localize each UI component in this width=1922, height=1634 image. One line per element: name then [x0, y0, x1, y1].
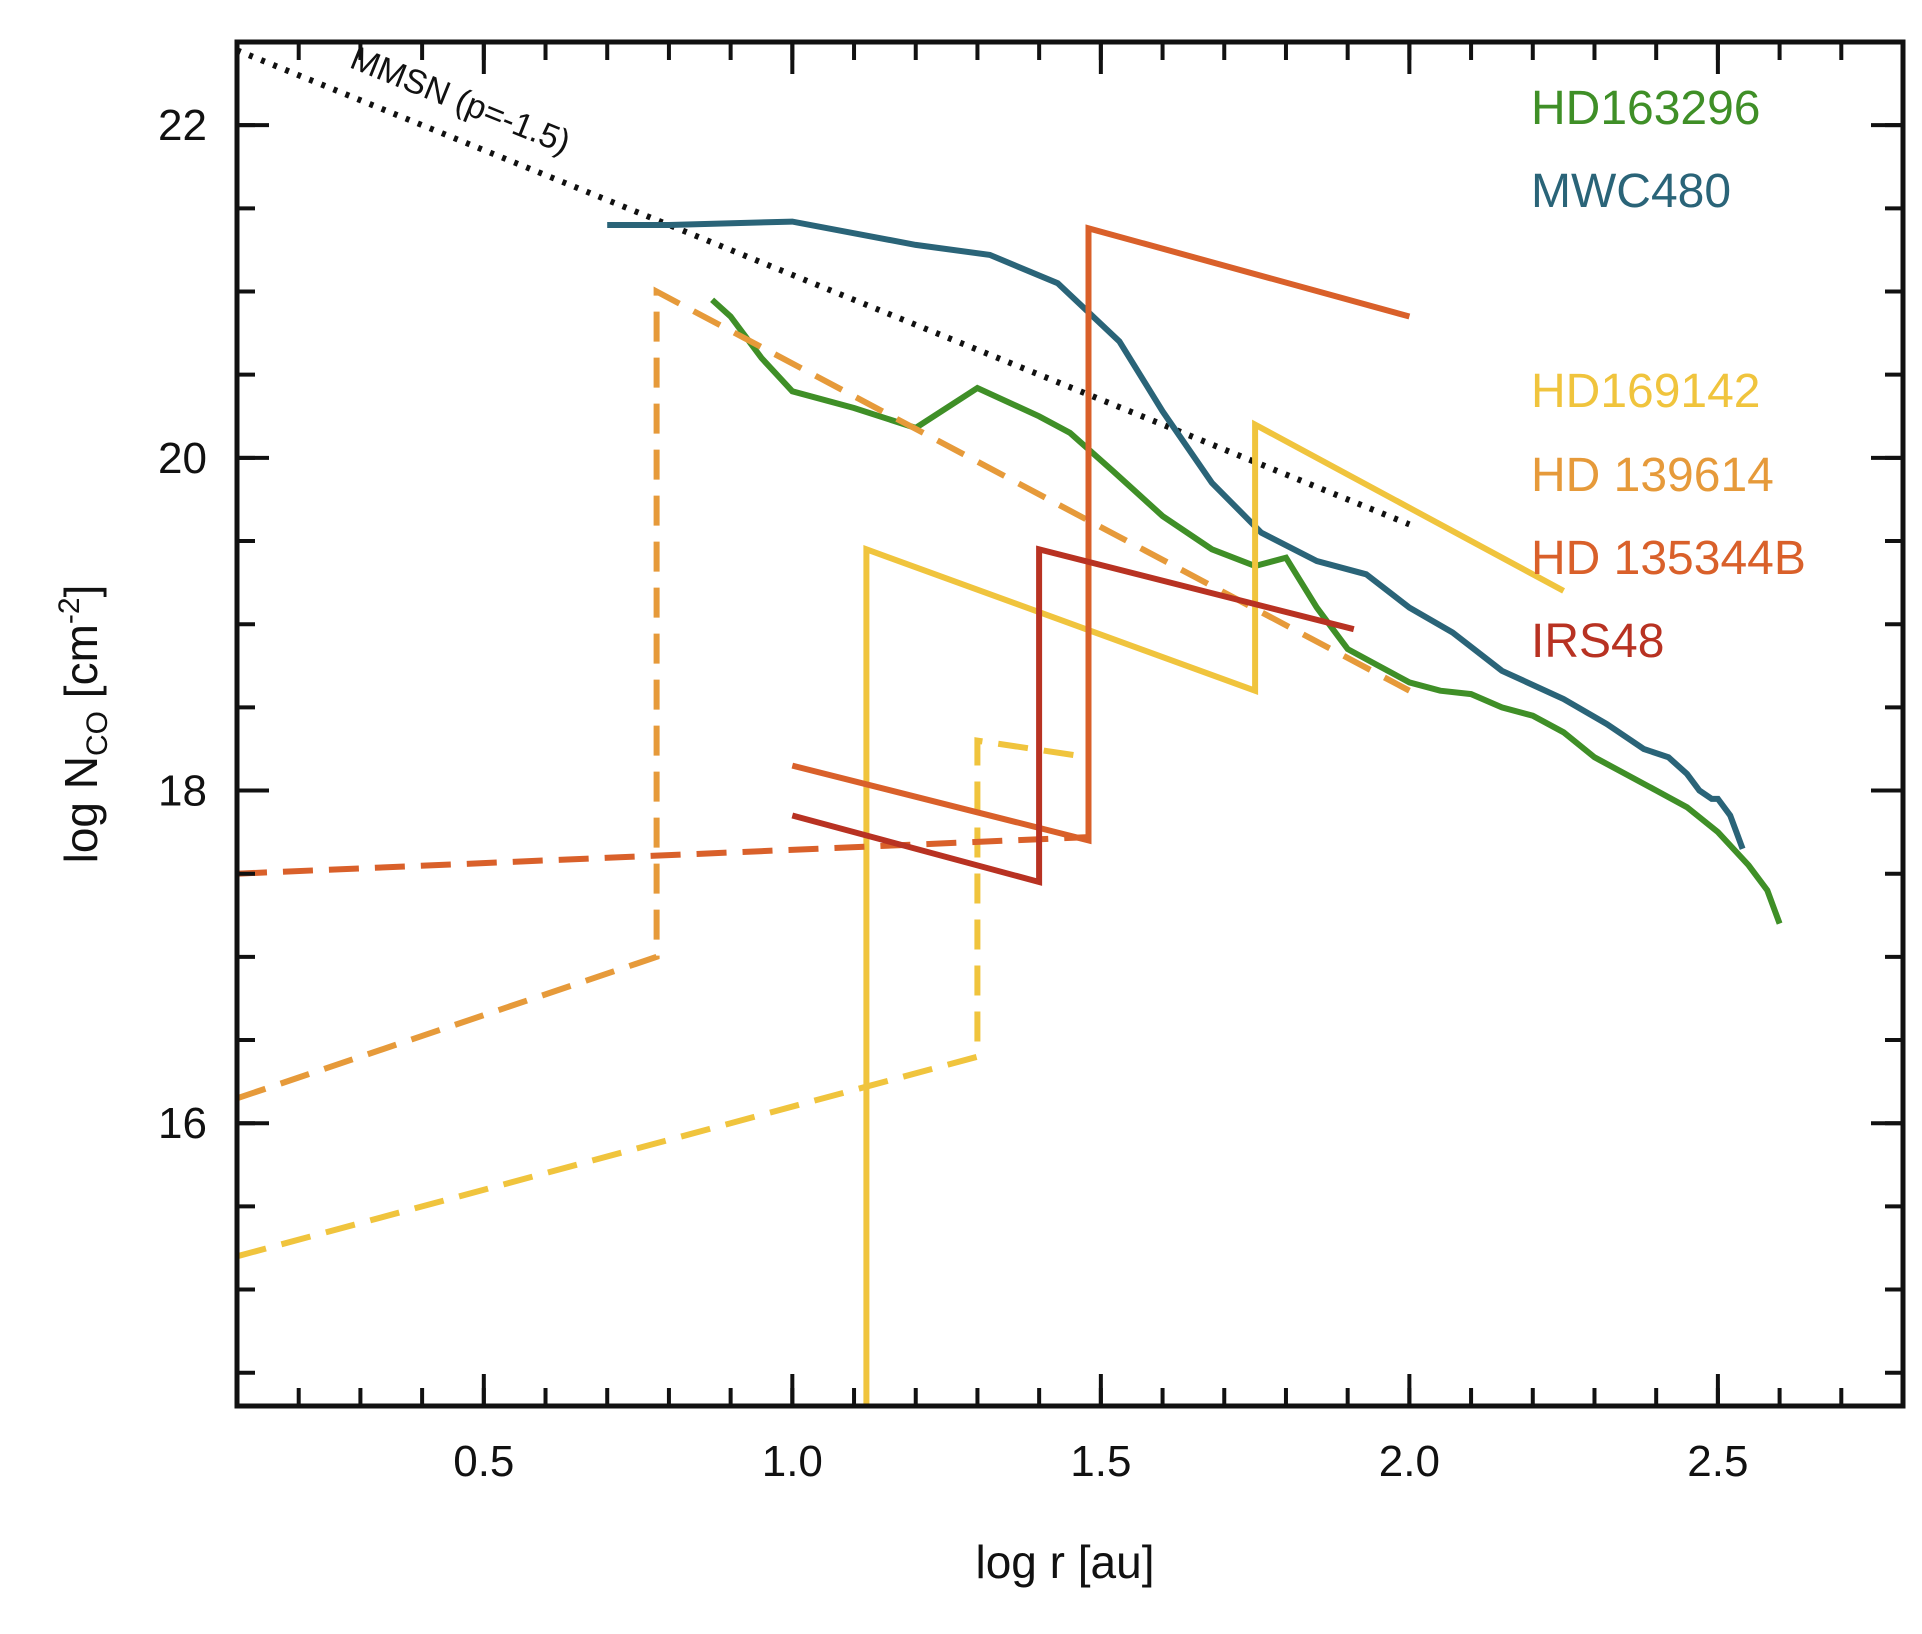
series-line-hd169142-model-b [236, 737, 1089, 1260]
y-axis-label-main: log N [55, 756, 107, 863]
series-line-hd-139614 [236, 286, 1411, 1102]
y-axis-label-unit-close: ] [55, 585, 107, 598]
y-axis-label-unit-exp: -2 [53, 597, 86, 624]
x-tick-label: 0.5 [453, 1437, 514, 1486]
x-tick-label: 1.5 [1070, 1437, 1131, 1486]
legend-entry-hd169142: HD169142 [1531, 365, 1761, 418]
tick-layer: 0.5 1.0 1.5 2.0 2.5 16 18 20 22 [158, 40, 1905, 1486]
series-line-hd-135344b-model-b [236, 834, 1089, 877]
series-line-hd-135344b-model-a [791, 224, 1411, 845]
legend-entry-mwc480: MWC480 [1531, 165, 1731, 218]
y-tick-label: 22 [158, 101, 207, 150]
series-line-hd169142-model-a [863, 419, 1566, 1406]
y-tick-label: 20 [158, 434, 207, 483]
legend-entry-irs48: IRS48 [1531, 615, 1664, 668]
series-layer [235, 47, 1783, 1406]
plot-frame [234, 39, 1906, 1409]
series-line-mwc480 [607, 218, 1746, 850]
legend: HD163296 MWC480 HD169142 HD 139614 HD 135344… [1531, 82, 1806, 668]
legend-entry-hd-135344b: HD 135344B [1531, 532, 1806, 585]
x-tick-label: 2.5 [1687, 1437, 1748, 1486]
y-axis-label-sub: CO [81, 711, 114, 756]
series-line-irs48 [791, 545, 1355, 886]
series-line-mmsn-p-1-5 [235, 47, 1411, 528]
x-tick-label: 2.0 [1379, 1437, 1440, 1486]
legend-entry-hd-139614: HD 139614 [1531, 449, 1774, 502]
y-axis-label: log NCO [cm-2] [53, 585, 114, 864]
x-tick-label: 1.0 [762, 1437, 823, 1486]
y-tick-label: 16 [158, 1099, 207, 1148]
y-axis-label-unit: [cm [55, 624, 107, 711]
y-tick-label: 18 [158, 767, 207, 816]
legend-entry-hd163296: HD163296 [1531, 82, 1761, 135]
mmsn-annotation: MMSN (p=-1.5) [345, 39, 576, 162]
x-axis-label: log r [au] [976, 1536, 1155, 1588]
